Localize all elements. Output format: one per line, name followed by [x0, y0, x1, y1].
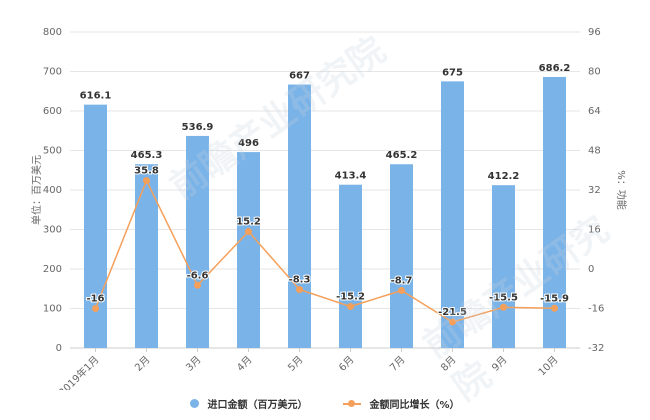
bar-value-label: 686.2: [539, 63, 571, 74]
x-axis-tick: 4月: [235, 354, 255, 374]
bar-value-label: 675: [442, 67, 463, 78]
left-axis-tick: 700: [43, 67, 62, 78]
x-axis-tick: 8月: [439, 354, 459, 374]
line-point[interactable]: [296, 285, 303, 293]
legend-dot-icon: [190, 399, 200, 408]
legend-label: 进口金额（百万美元）: [207, 400, 308, 411]
bar-value-label: 465.3: [131, 150, 163, 161]
line-value-label: 35.8: [134, 166, 159, 177]
x-axis-tick: 6月: [337, 354, 357, 374]
line-point[interactable]: [551, 304, 558, 312]
right-axis-tick: 32: [588, 185, 601, 196]
bar[interactable]: [237, 152, 260, 348]
bar[interactable]: [186, 135, 209, 348]
line-value-label: -8.3: [289, 274, 311, 285]
x-axis-tick: 10月: [536, 354, 561, 379]
bar-value-label: 536.9: [182, 122, 214, 133]
bar-value-label: 413.4: [335, 171, 367, 182]
bar[interactable]: [84, 104, 107, 348]
line-value-label: -15.5: [489, 292, 518, 303]
left-axis-tick: 800: [43, 27, 62, 38]
bar[interactable]: [339, 184, 362, 348]
line-value-label: -15.2: [336, 292, 365, 303]
right-axis-tick: -16: [588, 304, 604, 315]
bar[interactable]: [135, 164, 158, 348]
left-axis-tick: 500: [43, 146, 62, 157]
x-axis-tick: 9月: [490, 354, 510, 374]
line-point[interactable]: [245, 227, 252, 235]
right-axis-title: %：功能: [615, 170, 628, 210]
legend: 进口金额（百万美元） 金额同比增长（%）: [0, 396, 650, 411]
line-point[interactable]: [194, 281, 201, 289]
left-axis-tick: 200: [43, 264, 62, 275]
right-axis-tick: 96: [588, 27, 601, 38]
bar[interactable]: [288, 84, 311, 348]
x-axis-tick: 5月: [286, 354, 306, 374]
line-value-label: -15.9: [540, 293, 569, 304]
line-point[interactable]: [92, 305, 99, 312]
left-axis-tick: 100: [43, 304, 62, 315]
legend-line-icon: [343, 399, 362, 407]
bar[interactable]: [441, 81, 464, 348]
line-value-label: -16: [86, 294, 104, 305]
legend-item-yoy-growth[interactable]: 金额同比增长（%）: [343, 396, 460, 411]
line-value-label: -8.7: [391, 275, 413, 286]
x-axis-tick: 7月: [388, 354, 408, 374]
right-axis-tick: 0: [588, 264, 594, 275]
bar[interactable]: [492, 185, 515, 348]
right-axis-tick: -32: [588, 343, 604, 354]
line-point[interactable]: [500, 303, 507, 311]
line-point[interactable]: [398, 286, 405, 294]
growth-line: [94, 178, 555, 323]
x-axis-tick: 2019年1月: [56, 353, 102, 390]
right-axis-tick: 80: [588, 67, 601, 78]
bar-value-label: 465.2: [386, 150, 418, 161]
line-value-label: -21.5: [438, 307, 467, 318]
bar-value-label: 496: [238, 138, 259, 149]
left-axis-tick: 600: [43, 106, 62, 117]
bar-value-label: 616.1: [80, 91, 112, 102]
line-point[interactable]: [143, 177, 150, 185]
left-axis-tick: 300: [43, 225, 62, 236]
line-point[interactable]: [347, 303, 354, 311]
combo-chart: 0 100 200 300 400 500 600 700 800 -32 -16 0 16 32 48 64…: [30, 27, 628, 390]
left-axis-tick: 400: [43, 185, 62, 196]
bar-value-label: 412.2: [488, 171, 520, 182]
left-axis-tick: 0: [56, 343, 62, 354]
x-axis-tick: 2月: [133, 354, 153, 374]
right-axis-tick: 64: [588, 106, 601, 117]
left-axis-title: 单位：百万美元: [30, 155, 43, 225]
bar-value-label: 667: [289, 71, 310, 82]
bar[interactable]: [543, 76, 566, 349]
bar[interactable]: [390, 164, 413, 348]
right-axis-tick: 48: [588, 146, 601, 157]
legend-item-import-amount[interactable]: 进口金额（百万美元）: [190, 396, 307, 411]
line-value-label: -6.6: [187, 270, 209, 281]
line-value-label: 15.2: [236, 216, 261, 227]
legend-label: 金额同比增长（%）: [369, 400, 460, 411]
right-axis-tick: 16: [588, 225, 601, 236]
line-point[interactable]: [449, 318, 456, 326]
x-axis-tick: 3月: [184, 354, 204, 374]
